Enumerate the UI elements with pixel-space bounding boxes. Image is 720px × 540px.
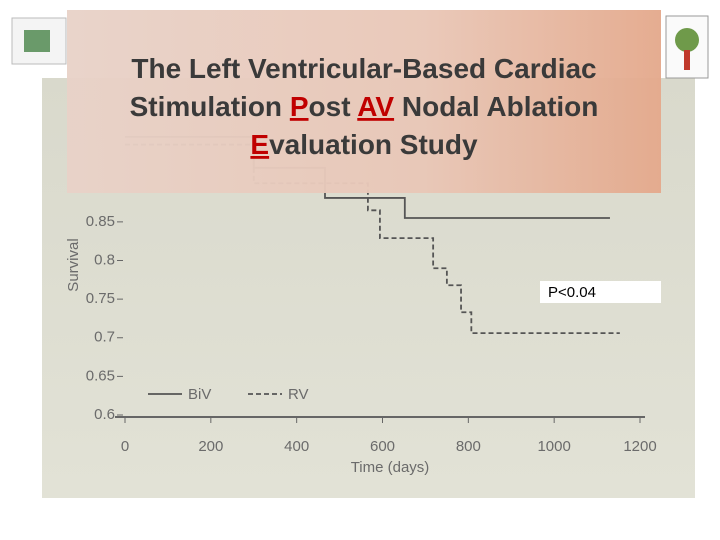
x-tick-label: 600: [370, 438, 395, 455]
x-tick-label: 1000: [537, 438, 570, 455]
x-axis-label: Time (days): [351, 459, 430, 476]
legend-label: RV: [288, 386, 309, 403]
x-tick-label: 400: [284, 438, 309, 455]
y-tick-label: 0.65: [86, 367, 115, 384]
title-line: Evaluation Study: [250, 129, 478, 160]
title-segment: ost: [309, 91, 358, 122]
annotation: P<0.04: [548, 284, 596, 301]
title-segment: P: [290, 91, 309, 122]
title-segment: Nodal Ablation: [394, 91, 598, 122]
annotation-box: [540, 281, 661, 303]
y-tick-label: 0.8: [94, 251, 115, 268]
title-line: Stimulation Post AV Nodal Ablation: [130, 91, 599, 122]
title-segment: E: [250, 129, 269, 160]
logo-left: [11, 17, 67, 65]
y-tick-label: 0.7: [94, 329, 115, 346]
y-axis-label: Survival: [65, 238, 82, 291]
y-tick-label: 0.6: [94, 406, 115, 423]
legend-label: BiV: [188, 386, 211, 403]
x-tick-label: 1200: [623, 438, 656, 455]
title-segment: AV: [357, 91, 394, 122]
title-segment: valuation Study: [269, 129, 478, 160]
x-tick-label: 0: [121, 438, 129, 455]
logo-right: [665, 15, 709, 79]
y-tick-label: 0.85: [86, 213, 115, 230]
title-box: [67, 10, 661, 193]
title-segment: Stimulation: [130, 91, 290, 122]
title-segment: The Left Ventricular-Based Cardiac: [131, 53, 596, 84]
title-line: The Left Ventricular-Based Cardiac: [131, 53, 596, 84]
x-tick-label: 200: [198, 438, 223, 455]
y-tick-label: 0.75: [86, 290, 115, 307]
x-tick-label: 800: [456, 438, 481, 455]
